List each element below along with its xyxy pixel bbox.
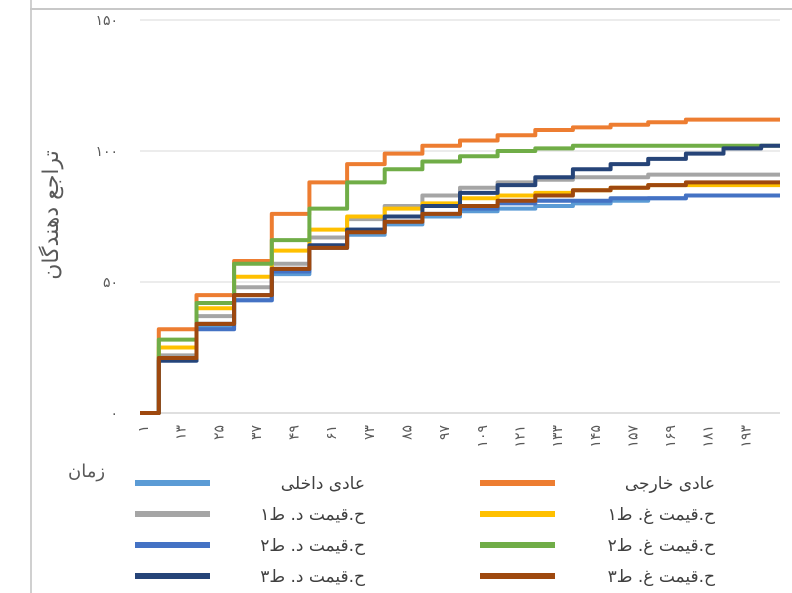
x-tick-label: ۳۷: [249, 425, 265, 441]
x-tick-label: ۸۵: [400, 425, 416, 440]
x-tick-label: ۱۰۹: [475, 425, 491, 448]
x-tick-label: ۱۶۹: [663, 425, 679, 448]
x-tick-label: ۹۷: [437, 425, 453, 441]
legend-label: ح.قیمت غ. ط۱: [608, 505, 715, 525]
legend-label: عادی خارجی: [625, 474, 715, 494]
legend-label: عادی داخلی: [281, 474, 365, 494]
x-tick-label: ۲۵: [211, 425, 227, 440]
legend: عادی داخلی عادی خارجی ح.قیمت د. ط۱ ح.قیمت غ…: [135, 474, 715, 587]
y-tick-label: ۱۰۰: [95, 144, 118, 160]
x-tick-label: ۱۸۱: [701, 425, 717, 448]
frame-top-border: [30, 8, 792, 10]
legend-label: ح.قیمت د. ط۳: [260, 567, 365, 587]
x-tick-label: ۱۹۳: [738, 425, 754, 448]
x-tick-label: ۷۳: [362, 425, 378, 441]
x-tick-label: ۱۳۳: [550, 425, 566, 448]
y-axis-label: تراجع دهندگان: [38, 150, 64, 280]
x-tick-label: ۱: [136, 425, 152, 433]
frame-left-border: [30, 0, 32, 593]
x-tick-label: ۱۳: [174, 425, 190, 441]
legend-label: ح.قیمت د. ط۱: [260, 505, 365, 525]
x-tick-label: ۱۴۵: [588, 425, 604, 448]
x-axis-label: زمان: [68, 461, 105, 482]
y-axis-ticks: ۰ ۵۰ ۱۰۰ ۱۵۰: [95, 13, 118, 422]
series-lines: [140, 117, 780, 415]
y-tick-label: ۵۰: [103, 275, 118, 291]
legend-label: ح.قیمت د. ط۲: [260, 536, 365, 556]
x-axis-ticks: ۱ ۱۳ ۲۵ ۳۷ ۴۹ ۶۱ ۷۳ ۸۵ ۹۷ ۱۰۹ ۱۲۱ ۱۳۳ ۱۴۵ ۱۵۷ ۱۶۹ ۱۸۱ ۱۹…: [136, 425, 754, 448]
gridlines: [140, 19, 780, 414]
series-line-6: [140, 143, 780, 415]
series-line-8: [140, 180, 780, 415]
y-tick-label: ۱۵۰: [95, 13, 118, 29]
legend-label: ح.قیمت غ. ط۲: [608, 536, 715, 556]
legend-label: ح.قیمت غ. ط۳: [608, 567, 715, 587]
series-line-2: [140, 117, 780, 415]
y-tick-label: ۰: [110, 406, 118, 422]
x-tick-label: ۶۱: [324, 425, 340, 440]
x-tick-label: ۴۹: [287, 425, 303, 440]
x-tick-label: ۱۲۱: [512, 425, 528, 448]
x-tick-label: ۱۵۷: [625, 425, 641, 448]
